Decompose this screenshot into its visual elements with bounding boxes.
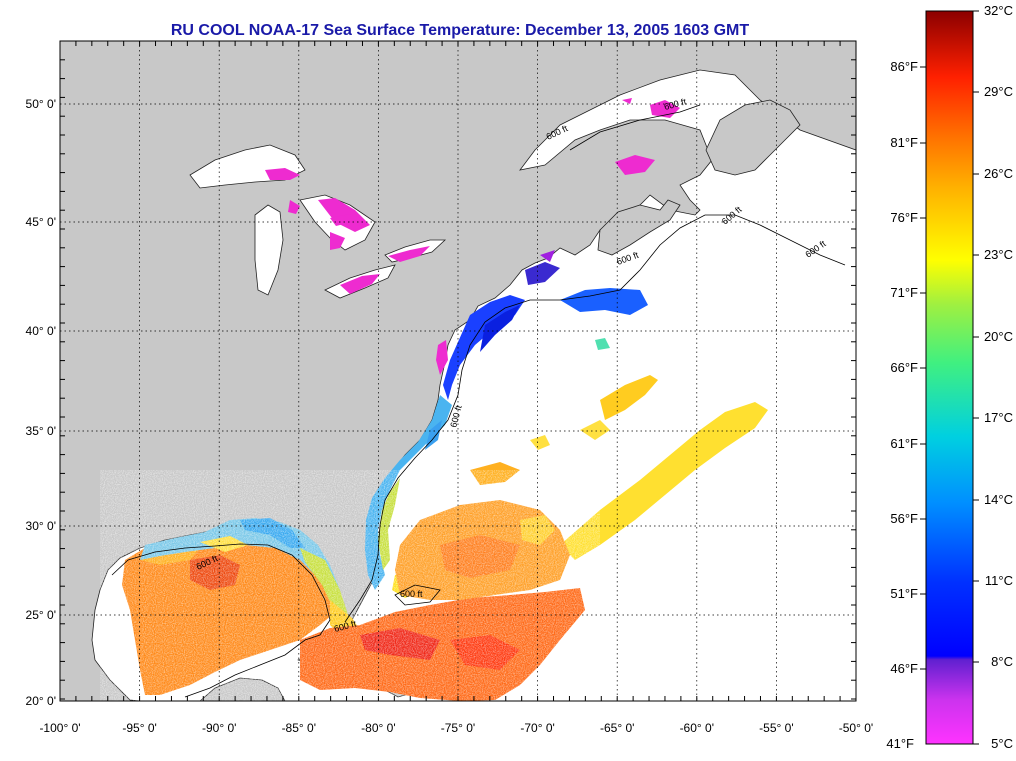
colorbar-celsius-label: 14°C bbox=[984, 492, 1013, 507]
colorbar-fahrenheit-label: 81°F bbox=[890, 135, 918, 150]
colorbar-celsius-label: 23°C bbox=[984, 247, 1013, 262]
lat-tick-label: 45° 0' bbox=[26, 215, 56, 229]
lake-michigan bbox=[254, 204, 284, 296]
colorbar-fahrenheit-label: 51°F bbox=[890, 586, 918, 601]
lon-tick-label: -75° 0' bbox=[441, 721, 475, 735]
lon-tick-label: -70° 0' bbox=[520, 721, 554, 735]
map-graticule bbox=[60, 41, 856, 701]
sst-field bbox=[100, 250, 768, 701]
latitude-axis: 50° 0' 45° 0' 40° 0' 35° 0' 30° 0' 25° 0' 20° … bbox=[26, 40, 856, 708]
lon-tick-label: -60° 0' bbox=[680, 721, 714, 735]
lon-tick-label: -80° 0' bbox=[361, 721, 395, 735]
lat-tick-label: 30° 0' bbox=[26, 519, 56, 533]
lon-tick-label: -50° 0' bbox=[839, 721, 873, 735]
longitude-axis: -100° 0' -95° 0' -90° 0' -85° 0' -80° 0' -75°… bbox=[39, 41, 873, 735]
lake-sst-patches bbox=[265, 98, 680, 375]
colorbar-celsius-label: 5°C bbox=[991, 736, 1013, 751]
colorbar-celsius-label: 26°C bbox=[984, 166, 1013, 181]
colorbar-celsius-labels: 32°C 29°C 26°C 23°C 20°C 17°C 14°C 11°C 8°C 5°C bbox=[973, 3, 1013, 751]
lat-tick-label: 40° 0' bbox=[26, 324, 56, 338]
colorbar-celsius-label: 17°C bbox=[984, 410, 1013, 425]
lon-tick-label: -90° 0' bbox=[202, 721, 236, 735]
isobath-label: 600 ft bbox=[400, 589, 423, 599]
colorbar-celsius-label: 32°C bbox=[984, 3, 1013, 18]
lon-tick-label: -85° 0' bbox=[282, 721, 316, 735]
lon-tick-label: -95° 0' bbox=[122, 721, 156, 735]
lat-tick-label: 20° 0' bbox=[26, 694, 56, 708]
nova-scotia-land bbox=[597, 199, 681, 256]
lon-tick-label: -65° 0' bbox=[600, 721, 634, 735]
colorbar-fahrenheit-label: 61°F bbox=[890, 436, 918, 451]
colorbar-fahrenheit-label: 86°F bbox=[890, 59, 918, 74]
colorbar-celsius-label: 29°C bbox=[984, 84, 1013, 99]
lat-tick-label: 25° 0' bbox=[26, 608, 56, 622]
lat-tick-label: 50° 0' bbox=[26, 97, 56, 111]
colorbar-celsius-label: 8°C bbox=[991, 654, 1013, 669]
colorbar-fahrenheit-label: 41°F bbox=[886, 736, 914, 751]
colorbar-fahrenheit-label: 66°F bbox=[890, 360, 918, 375]
colorbar-fahrenheit-label: 46°F bbox=[890, 661, 918, 676]
colorbar-fahrenheit-labels: 86°F 81°F 76°F 71°F 66°F 61°F 56°F 51°F 46°F 41°F bbox=[886, 59, 926, 751]
colorbar-fahrenheit-label: 76°F bbox=[890, 210, 918, 225]
lon-tick-label: -100° 0' bbox=[39, 721, 80, 735]
colorbar-scale bbox=[925, 10, 974, 745]
colorbar-fahrenheit-label: 56°F bbox=[890, 511, 918, 526]
colorbar-celsius-label: 11°C bbox=[985, 573, 1013, 588]
lat-tick-label: 35° 0' bbox=[26, 424, 56, 438]
isobath-600ft bbox=[111, 104, 846, 698]
lon-tick-label: -55° 0' bbox=[759, 721, 793, 735]
gulf-stream-filament bbox=[560, 402, 768, 560]
colorbar-fahrenheit-label: 71°F bbox=[890, 285, 918, 300]
colorbar-celsius-label: 20°C bbox=[984, 329, 1013, 344]
map-title: RU COOL NOAA-17 Sea Surface Temperature:… bbox=[170, 22, 750, 39]
